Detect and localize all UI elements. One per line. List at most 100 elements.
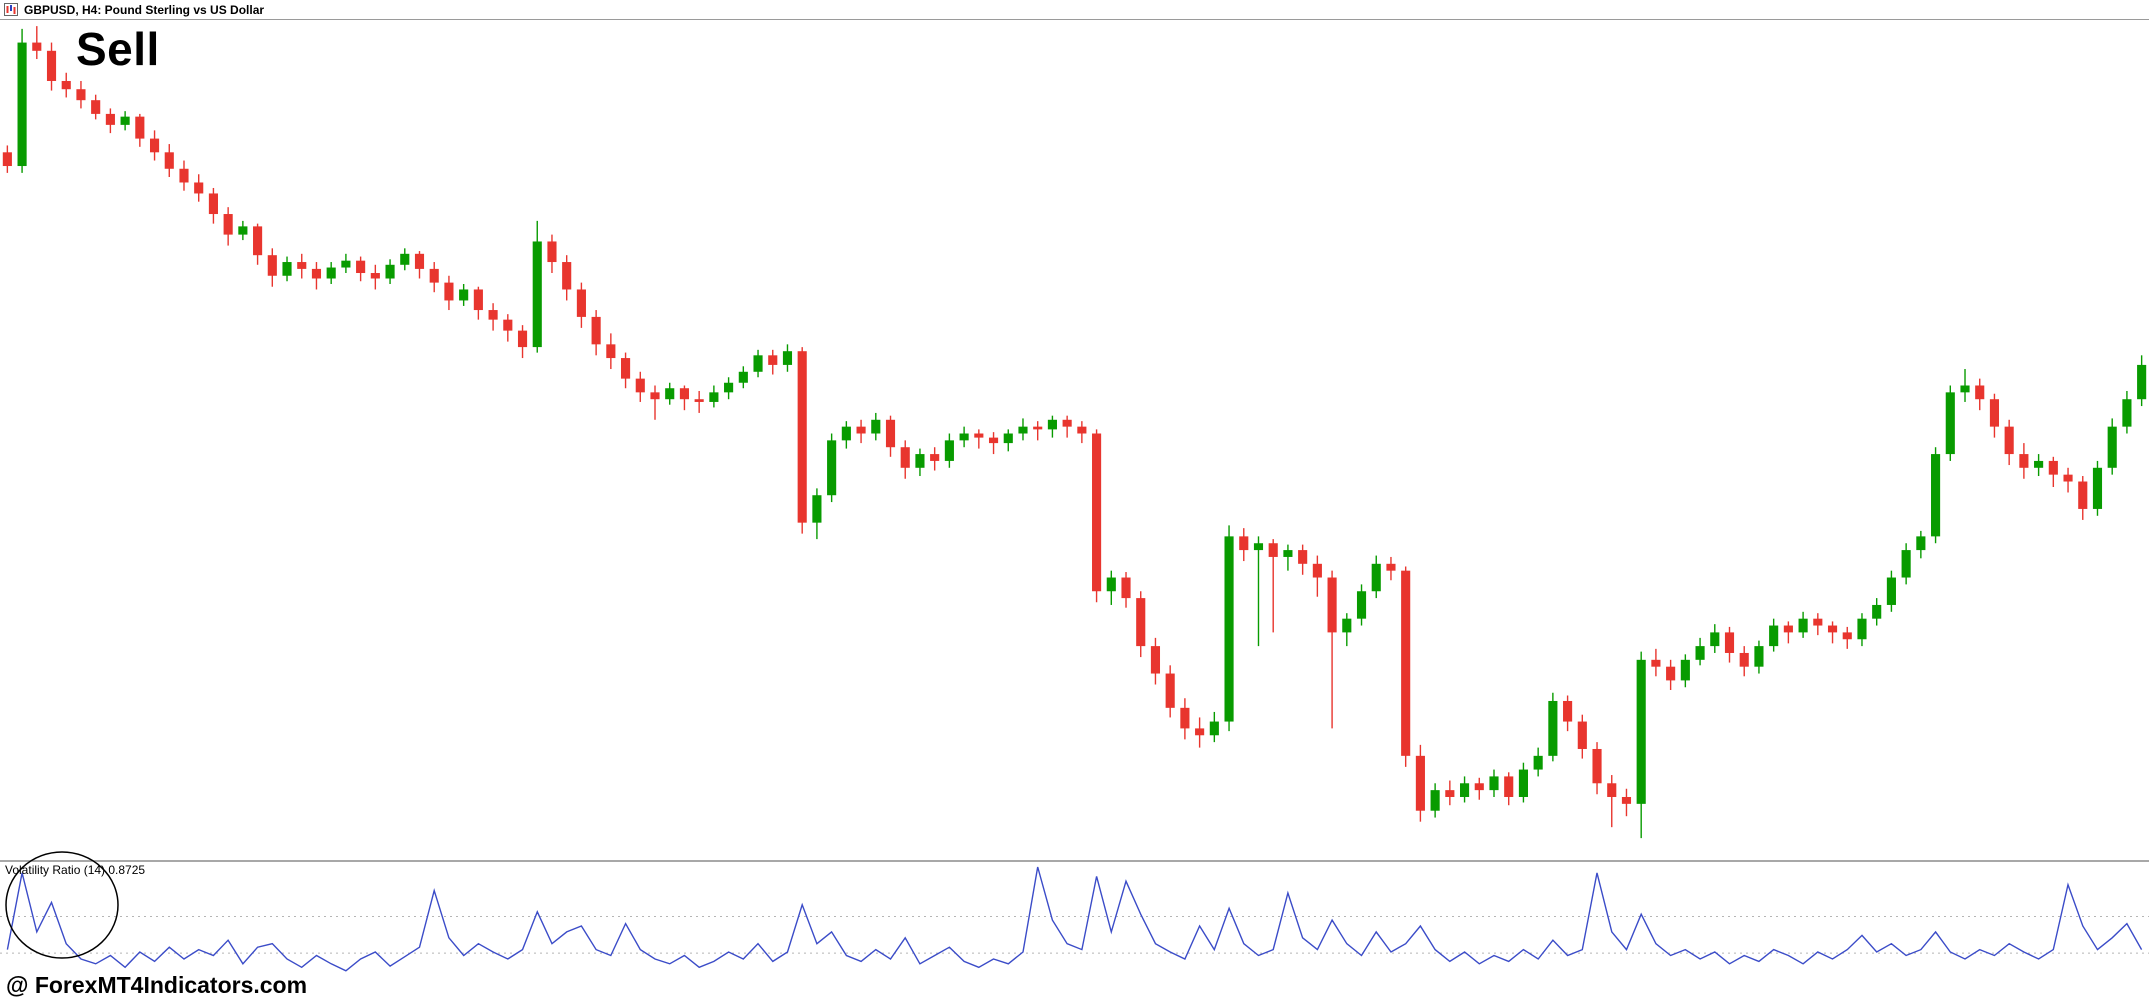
candle-body <box>547 241 556 262</box>
candle-body <box>974 434 983 438</box>
candle-body <box>47 51 56 81</box>
candle-body <box>1887 578 1896 605</box>
candle-body <box>1578 722 1587 749</box>
candle-body <box>871 420 880 434</box>
candle-body <box>1696 646 1705 660</box>
candle-body <box>2108 427 2117 468</box>
candle-body <box>1799 619 1808 633</box>
candle-body <box>621 358 630 379</box>
candle-body <box>1210 722 1219 736</box>
candle-body <box>1872 605 1881 619</box>
candle-body <box>444 283 453 301</box>
candle-body <box>32 43 41 51</box>
candle-body <box>415 254 424 269</box>
candle-body <box>562 262 571 289</box>
candle-body <box>812 495 821 522</box>
candle-body <box>1710 632 1719 646</box>
candle-body <box>1224 536 1233 721</box>
candle-body <box>76 89 85 100</box>
candle-body <box>650 392 659 399</box>
candle-body <box>2078 482 2087 509</box>
candle-body <box>960 434 969 441</box>
mt4-chart-window: GBPUSD, H4: Pound Sterling vs US Dollar … <box>0 0 2149 1003</box>
candle-body <box>459 289 468 300</box>
candle-body <box>1740 653 1749 667</box>
candle-body <box>312 269 321 279</box>
indicator-line-layer <box>7 867 2141 971</box>
candle-body <box>1416 756 1425 811</box>
candle-body <box>680 388 689 399</box>
candle-body <box>327 268 336 279</box>
candle-body <box>1180 708 1189 729</box>
candle-body <box>1401 571 1410 756</box>
candle-body <box>945 440 954 461</box>
candle-body <box>1048 420 1057 430</box>
candle-body <box>1107 578 1116 592</box>
chart-icon <box>4 3 18 16</box>
candle-body <box>503 320 512 331</box>
candle-body <box>1195 728 1204 735</box>
candle-body <box>1460 783 1469 797</box>
candle-body <box>297 262 306 269</box>
candle-body <box>709 392 718 402</box>
candle-body <box>827 440 836 495</box>
candle-body <box>1357 591 1366 618</box>
candle-body <box>1004 434 1013 444</box>
candle-body <box>1386 564 1395 571</box>
candle-body <box>1166 674 1175 708</box>
candle-body <box>165 152 174 168</box>
candle-body <box>1946 392 1955 454</box>
candle-body <box>430 269 439 283</box>
candle-body <box>150 139 159 153</box>
candle-body <box>224 214 233 235</box>
sell-signal-label: Sell <box>76 22 160 76</box>
candle-body <box>2063 475 2072 482</box>
candle-body <box>91 100 100 114</box>
candle-body <box>1313 564 1322 578</box>
candle-body <box>1018 427 1027 434</box>
candle-body <box>179 169 188 183</box>
candle-body <box>1328 578 1337 633</box>
candle-body <box>606 344 615 358</box>
candle-body <box>1431 790 1440 811</box>
candle-body <box>489 310 498 320</box>
candle-body <box>2093 468 2102 509</box>
candle-body <box>474 289 483 310</box>
candle-body <box>1754 646 1763 667</box>
candle-body <box>2049 461 2058 475</box>
candle-body <box>253 226 262 255</box>
candle-body <box>1828 626 1837 633</box>
candle-body <box>3 152 12 166</box>
candle-body <box>1666 667 1675 681</box>
candle-body <box>518 331 527 347</box>
candle-body <box>106 114 115 125</box>
candle-body <box>915 454 924 468</box>
candle-body <box>238 226 247 234</box>
candle-body <box>1769 626 1778 647</box>
candle-body <box>783 351 792 365</box>
candle-body <box>1960 385 1969 392</box>
candle-body <box>2122 399 2131 426</box>
candle-body <box>592 317 601 344</box>
candle-body <box>1519 770 1528 797</box>
candle-body <box>1534 756 1543 770</box>
candle-body <box>1563 701 1572 722</box>
candle-body <box>400 254 409 265</box>
candle-body <box>1269 543 1278 557</box>
candle-body <box>1843 632 1852 639</box>
candles-layer <box>3 26 2146 838</box>
candle-body <box>1342 619 1351 633</box>
candle-body <box>356 261 365 273</box>
candle-body <box>901 447 910 468</box>
candle-body <box>1784 626 1793 633</box>
candle-body <box>1813 619 1822 626</box>
candle-body <box>1283 550 1292 557</box>
candle-body <box>1548 701 1557 756</box>
candle-body <box>1298 550 1307 564</box>
candle-body <box>62 81 71 89</box>
candlestick-chart[interactable] <box>0 0 2149 1003</box>
candle-body <box>1136 598 1145 646</box>
candle-body <box>695 399 704 402</box>
candle-body <box>268 255 277 276</box>
candle-body <box>2137 365 2146 399</box>
